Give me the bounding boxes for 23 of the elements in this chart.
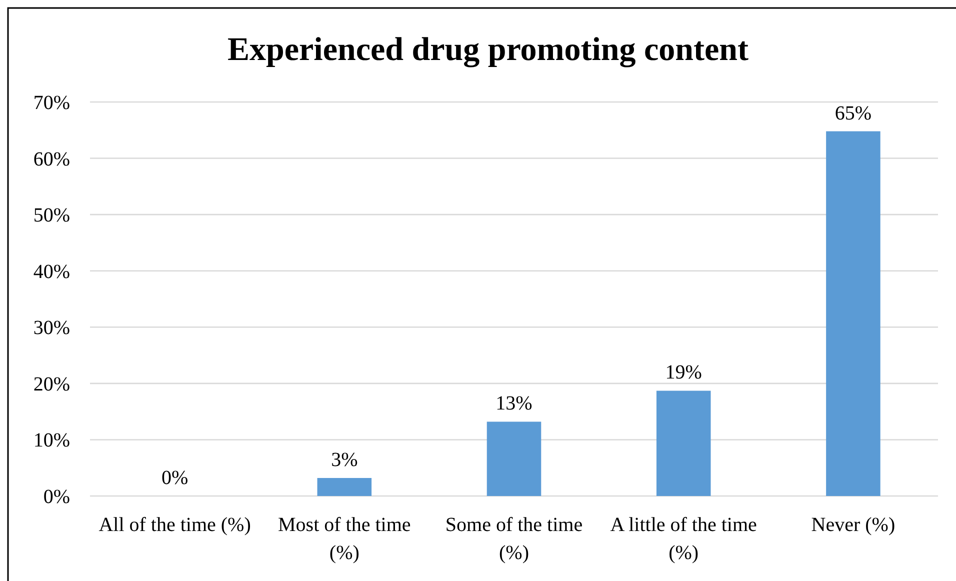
y-tick-label: 70%	[33, 92, 70, 114]
y-tick-label: 20%	[33, 373, 70, 396]
data-label: 13%	[496, 392, 532, 415]
x-tick-label: All of the time (%)	[98, 514, 251, 536]
bar	[656, 390, 711, 496]
x-tick-label: A little of the time (%)	[610, 514, 758, 564]
x-tick-label: Most of the time (%)	[278, 514, 411, 564]
y-tick-label: 0%	[43, 486, 70, 508]
y-tick-label: 40%	[33, 260, 70, 283]
y-tick-label: 50%	[33, 204, 70, 227]
data-label: 19%	[665, 362, 702, 384]
chart-title: Experienced drug promoting content	[228, 32, 748, 68]
bar	[486, 422, 542, 496]
data-label: 0%	[161, 467, 188, 489]
x-tick-label: Some of the time (%)	[445, 514, 583, 564]
data-label: 65%	[834, 102, 872, 124]
data-label: 3%	[331, 448, 358, 471]
y-tick-label: 30%	[33, 317, 70, 340]
bar	[317, 478, 372, 496]
y-tick-label: 60%	[33, 148, 70, 170]
x-tick-label: Never (%)	[811, 514, 896, 536]
bar	[826, 131, 880, 496]
y-tick-label: 10%	[33, 430, 70, 452]
